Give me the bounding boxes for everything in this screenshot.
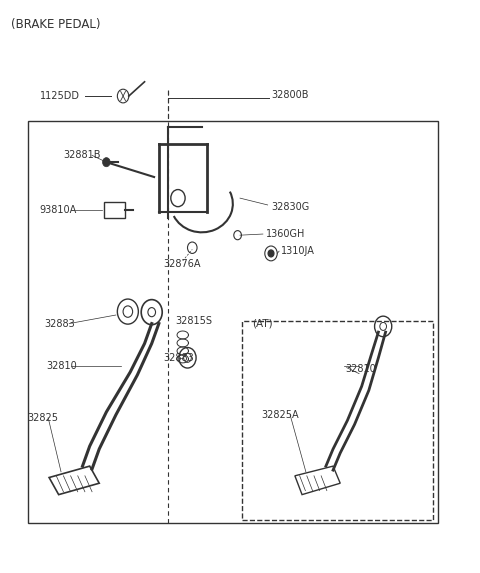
Text: 1310JA: 1310JA [281,246,314,256]
Text: 32800B: 32800B [271,91,309,100]
Text: 32881B: 32881B [63,150,101,160]
Text: 32876A: 32876A [164,258,201,269]
Bar [28,121,438,523]
Text: 32810: 32810 [47,362,77,371]
Circle shape [103,158,110,167]
Text: 32825: 32825 [28,413,59,423]
Text: 32883: 32883 [44,319,75,328]
Text: (AT): (AT) [252,319,273,328]
Text: (BRAKE PEDAL): (BRAKE PEDAL) [11,18,100,31]
Text: 1360GH: 1360GH [266,229,306,239]
Text: 1125DD: 1125DD [39,91,80,101]
Text: 32883: 32883 [164,353,194,363]
Text: 93810A: 93810A [39,205,77,214]
Circle shape [234,230,241,240]
Text: 32830G: 32830G [271,202,309,211]
Polygon shape [295,466,340,494]
Polygon shape [49,466,99,494]
Text: 32810: 32810 [345,364,376,374]
Bar [104,202,125,218]
Text: 32825A: 32825A [262,410,299,420]
Text: 32815S: 32815S [176,316,213,325]
Circle shape [268,250,274,257]
